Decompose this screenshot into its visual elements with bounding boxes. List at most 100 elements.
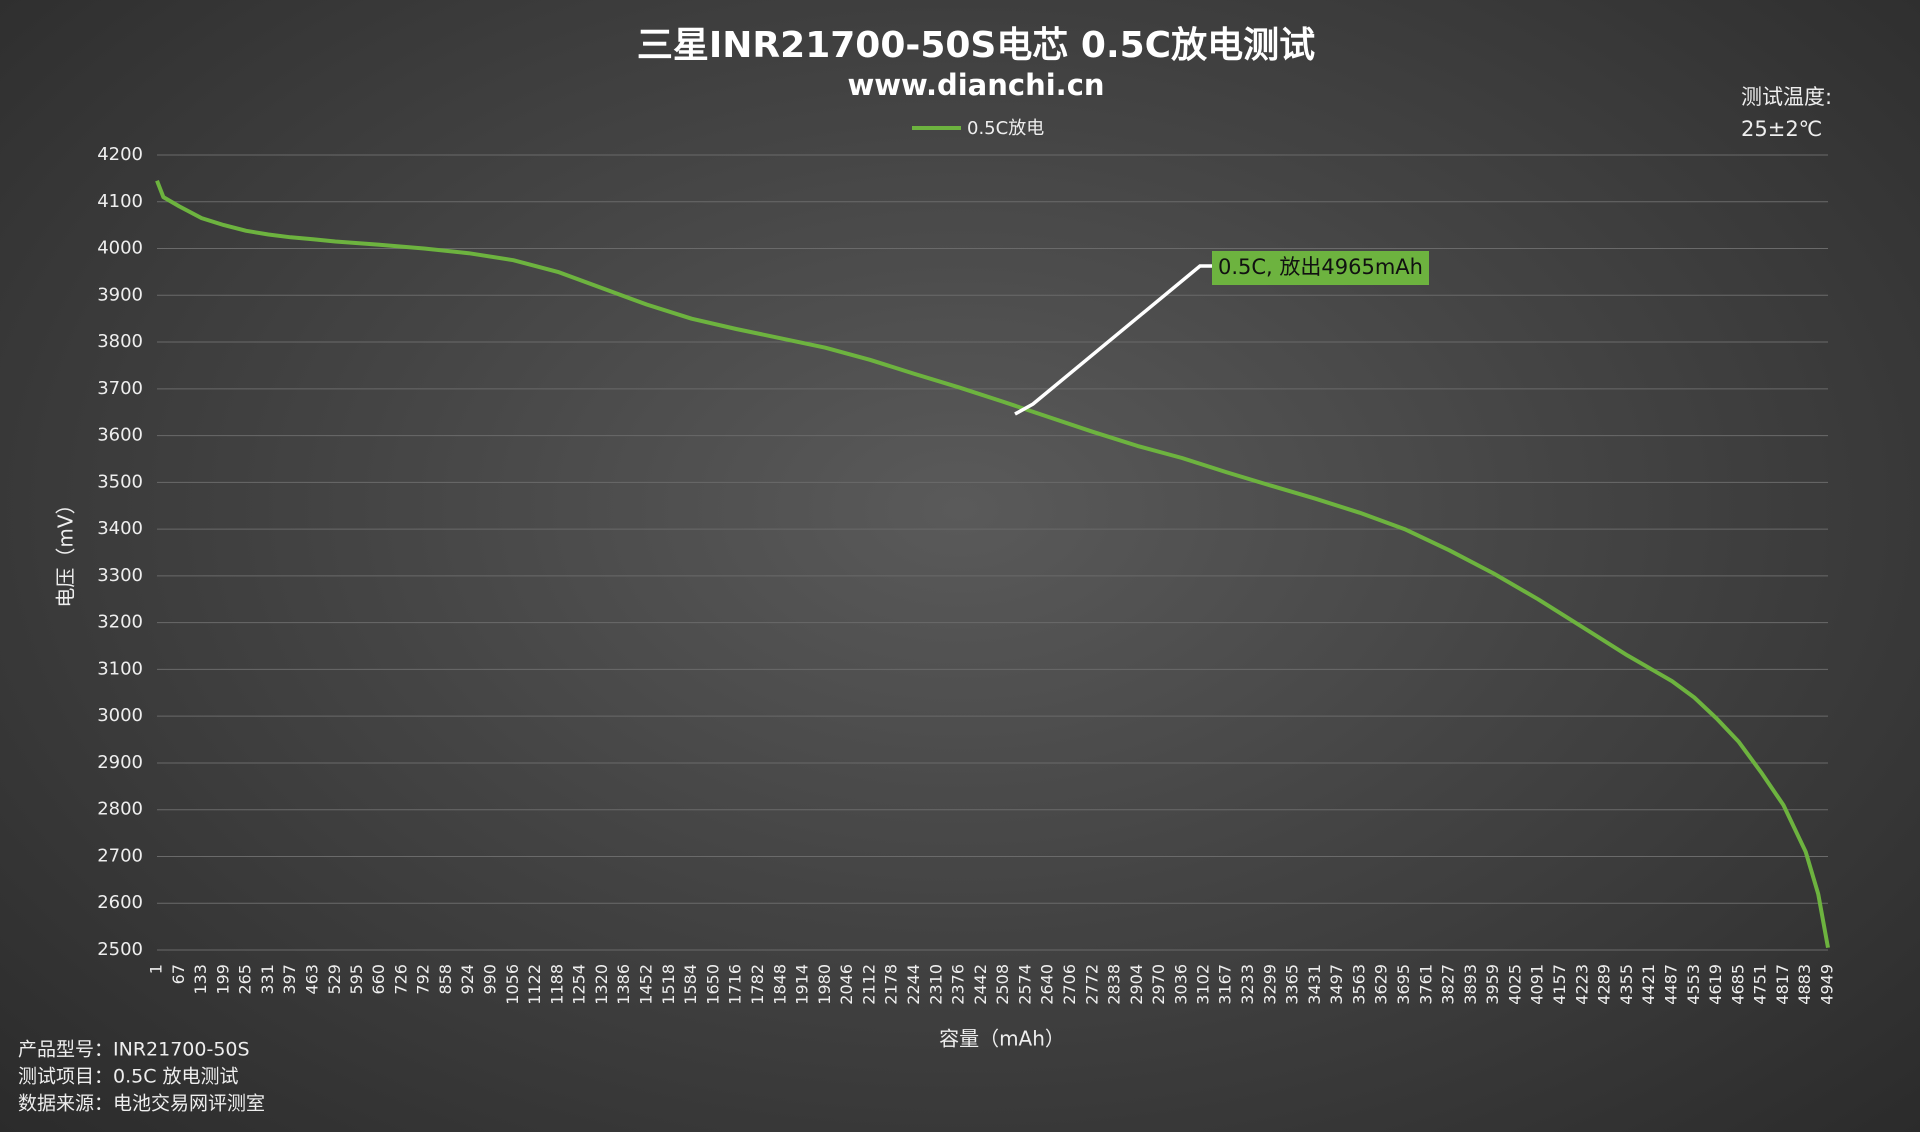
x-tick-label: 595 xyxy=(347,964,366,995)
x-tick-label: 990 xyxy=(480,964,499,995)
x-tick-label: 3827 xyxy=(1439,964,1458,1005)
y-tick-label: 3800 xyxy=(97,331,143,352)
chart-subtitle: www.dianchi.cn xyxy=(847,68,1104,102)
x-tick-label: 2772 xyxy=(1082,964,1101,1005)
x-tick-label: 1 xyxy=(147,964,166,974)
x-tick-label: 265 xyxy=(236,964,255,995)
footnote: 产品型号：INR21700-50S xyxy=(18,1039,250,1061)
y-tick-label: 3200 xyxy=(97,612,143,633)
x-tick-label: 67 xyxy=(169,964,188,984)
x-tick-label: 1980 xyxy=(815,964,834,1005)
x-tick-label: 1320 xyxy=(592,964,611,1005)
x-tick-label: 792 xyxy=(414,964,433,995)
x-tick-label: 331 xyxy=(258,964,277,995)
x-tick-label: 4949 xyxy=(1818,964,1837,1005)
y-axis-label: 电压（mV） xyxy=(54,494,78,607)
x-tick-label: 1650 xyxy=(703,964,722,1005)
x-tick-label: 4751 xyxy=(1751,964,1770,1005)
x-tick-label: 2376 xyxy=(949,964,968,1005)
x-tick-label: 1056 xyxy=(503,964,522,1005)
x-tick-label: 1188 xyxy=(547,964,566,1005)
chart-title: 三星INR21700-50S电芯 0.5C放电测试 xyxy=(637,25,1315,66)
x-tick-label: 660 xyxy=(369,964,388,995)
x-tick-label: 3431 xyxy=(1305,964,1324,1005)
x-tick-label: 4157 xyxy=(1550,964,1569,1005)
x-tick-label: 4289 xyxy=(1595,964,1614,1005)
x-tick-label: 199 xyxy=(213,964,232,995)
x-tick-label: 3036 xyxy=(1171,964,1190,1005)
x-tick-label: 1848 xyxy=(770,964,789,1005)
x-tick-label: 1386 xyxy=(614,964,633,1005)
x-tick-label: 529 xyxy=(325,964,344,995)
x-tick-label: 4553 xyxy=(1684,964,1703,1005)
x-tick-label: 1254 xyxy=(570,964,589,1005)
x-tick-label: 2904 xyxy=(1127,964,1146,1005)
x-tick-label: 2046 xyxy=(837,964,856,1005)
y-tick-label: 3100 xyxy=(97,658,143,679)
x-tick-label: 2706 xyxy=(1060,964,1079,1005)
x-tick-label: 3299 xyxy=(1260,964,1279,1005)
x-tick-label: 3233 xyxy=(1238,964,1257,1005)
annotation-leader xyxy=(1014,264,1212,416)
x-tick-label: 1518 xyxy=(659,964,678,1005)
series-line xyxy=(155,179,1830,949)
legend-label: 0.5C放电 xyxy=(967,118,1044,139)
x-tick-label: 858 xyxy=(436,964,455,995)
footnote: 测试项目：0.5C 放电测试 xyxy=(18,1066,239,1088)
y-tick-label: 3600 xyxy=(97,425,143,446)
x-tick-label: 133 xyxy=(191,964,210,995)
y-tick-label: 2800 xyxy=(97,799,143,820)
y-tick-label: 2600 xyxy=(97,892,143,913)
x-tick-label: 3102 xyxy=(1194,964,1213,1005)
x-tick-label: 3629 xyxy=(1372,964,1391,1005)
y-tick-label: 3700 xyxy=(97,378,143,399)
x-tick-label: 2574 xyxy=(1015,964,1034,1005)
x-tick-label: 4619 xyxy=(1706,964,1725,1005)
plot xyxy=(155,179,1830,949)
grid xyxy=(157,154,1828,951)
x-tick-label: 4421 xyxy=(1639,964,1658,1005)
y-tick-label: 3000 xyxy=(97,705,143,726)
x-tick-label: 3893 xyxy=(1461,964,1480,1005)
x-tick-label: 4025 xyxy=(1505,964,1524,1005)
y-tick-label: 3400 xyxy=(97,518,143,539)
annotation: 0.5C, 放出4965mAh xyxy=(1218,255,1423,279)
x-tick-label: 4685 xyxy=(1728,964,1747,1005)
x-tick-label: 1716 xyxy=(726,964,745,1005)
y-tick-label: 3900 xyxy=(97,284,143,305)
annotation-box xyxy=(1212,251,1429,285)
footnote: 数据来源：电池交易网评测室 xyxy=(18,1093,265,1115)
y-tick-label: 2700 xyxy=(97,845,143,866)
x-tick-label: 3497 xyxy=(1327,964,1346,1005)
y-tick-label: 2900 xyxy=(97,752,143,773)
x-axis-label: 容量（mAh） xyxy=(939,1027,1065,1051)
x-tick-label: 2178 xyxy=(882,964,901,1005)
y-tick-label: 3300 xyxy=(97,565,143,586)
x-tick-label: 3761 xyxy=(1416,964,1435,1005)
y-tick-label: 2500 xyxy=(97,939,143,960)
x-tick-label: 2970 xyxy=(1149,964,1168,1005)
x-tick-label: 3365 xyxy=(1283,964,1302,1005)
x-tick-label: 2640 xyxy=(1038,964,1057,1005)
x-tick-label: 3167 xyxy=(1216,964,1235,1005)
x-tick-label: 2442 xyxy=(971,964,990,1005)
x-tick-label: 4487 xyxy=(1661,964,1680,1005)
x-tick-label: 1122 xyxy=(525,964,544,1005)
x-tick-label: 4091 xyxy=(1528,964,1547,1005)
x-tick-label: 2838 xyxy=(1105,964,1124,1005)
x-tick-label: 3959 xyxy=(1483,964,1502,1005)
x-tick-label: 4223 xyxy=(1572,964,1591,1005)
x-tick-label: 2310 xyxy=(926,964,945,1005)
x-tick-label: 4355 xyxy=(1617,964,1636,1005)
x-tick-label: 2508 xyxy=(993,964,1012,1005)
x-tick-label: 1452 xyxy=(637,964,656,1005)
x-tick-label: 2112 xyxy=(859,964,878,1005)
x-tick-label: 3695 xyxy=(1394,964,1413,1005)
note: 25±2℃ xyxy=(1741,117,1822,141)
x-tick-label: 1782 xyxy=(748,964,767,1005)
x-tick-label: 1584 xyxy=(681,964,700,1005)
x-tick-label: 397 xyxy=(280,964,299,995)
y-tick-label: 4100 xyxy=(97,191,143,212)
